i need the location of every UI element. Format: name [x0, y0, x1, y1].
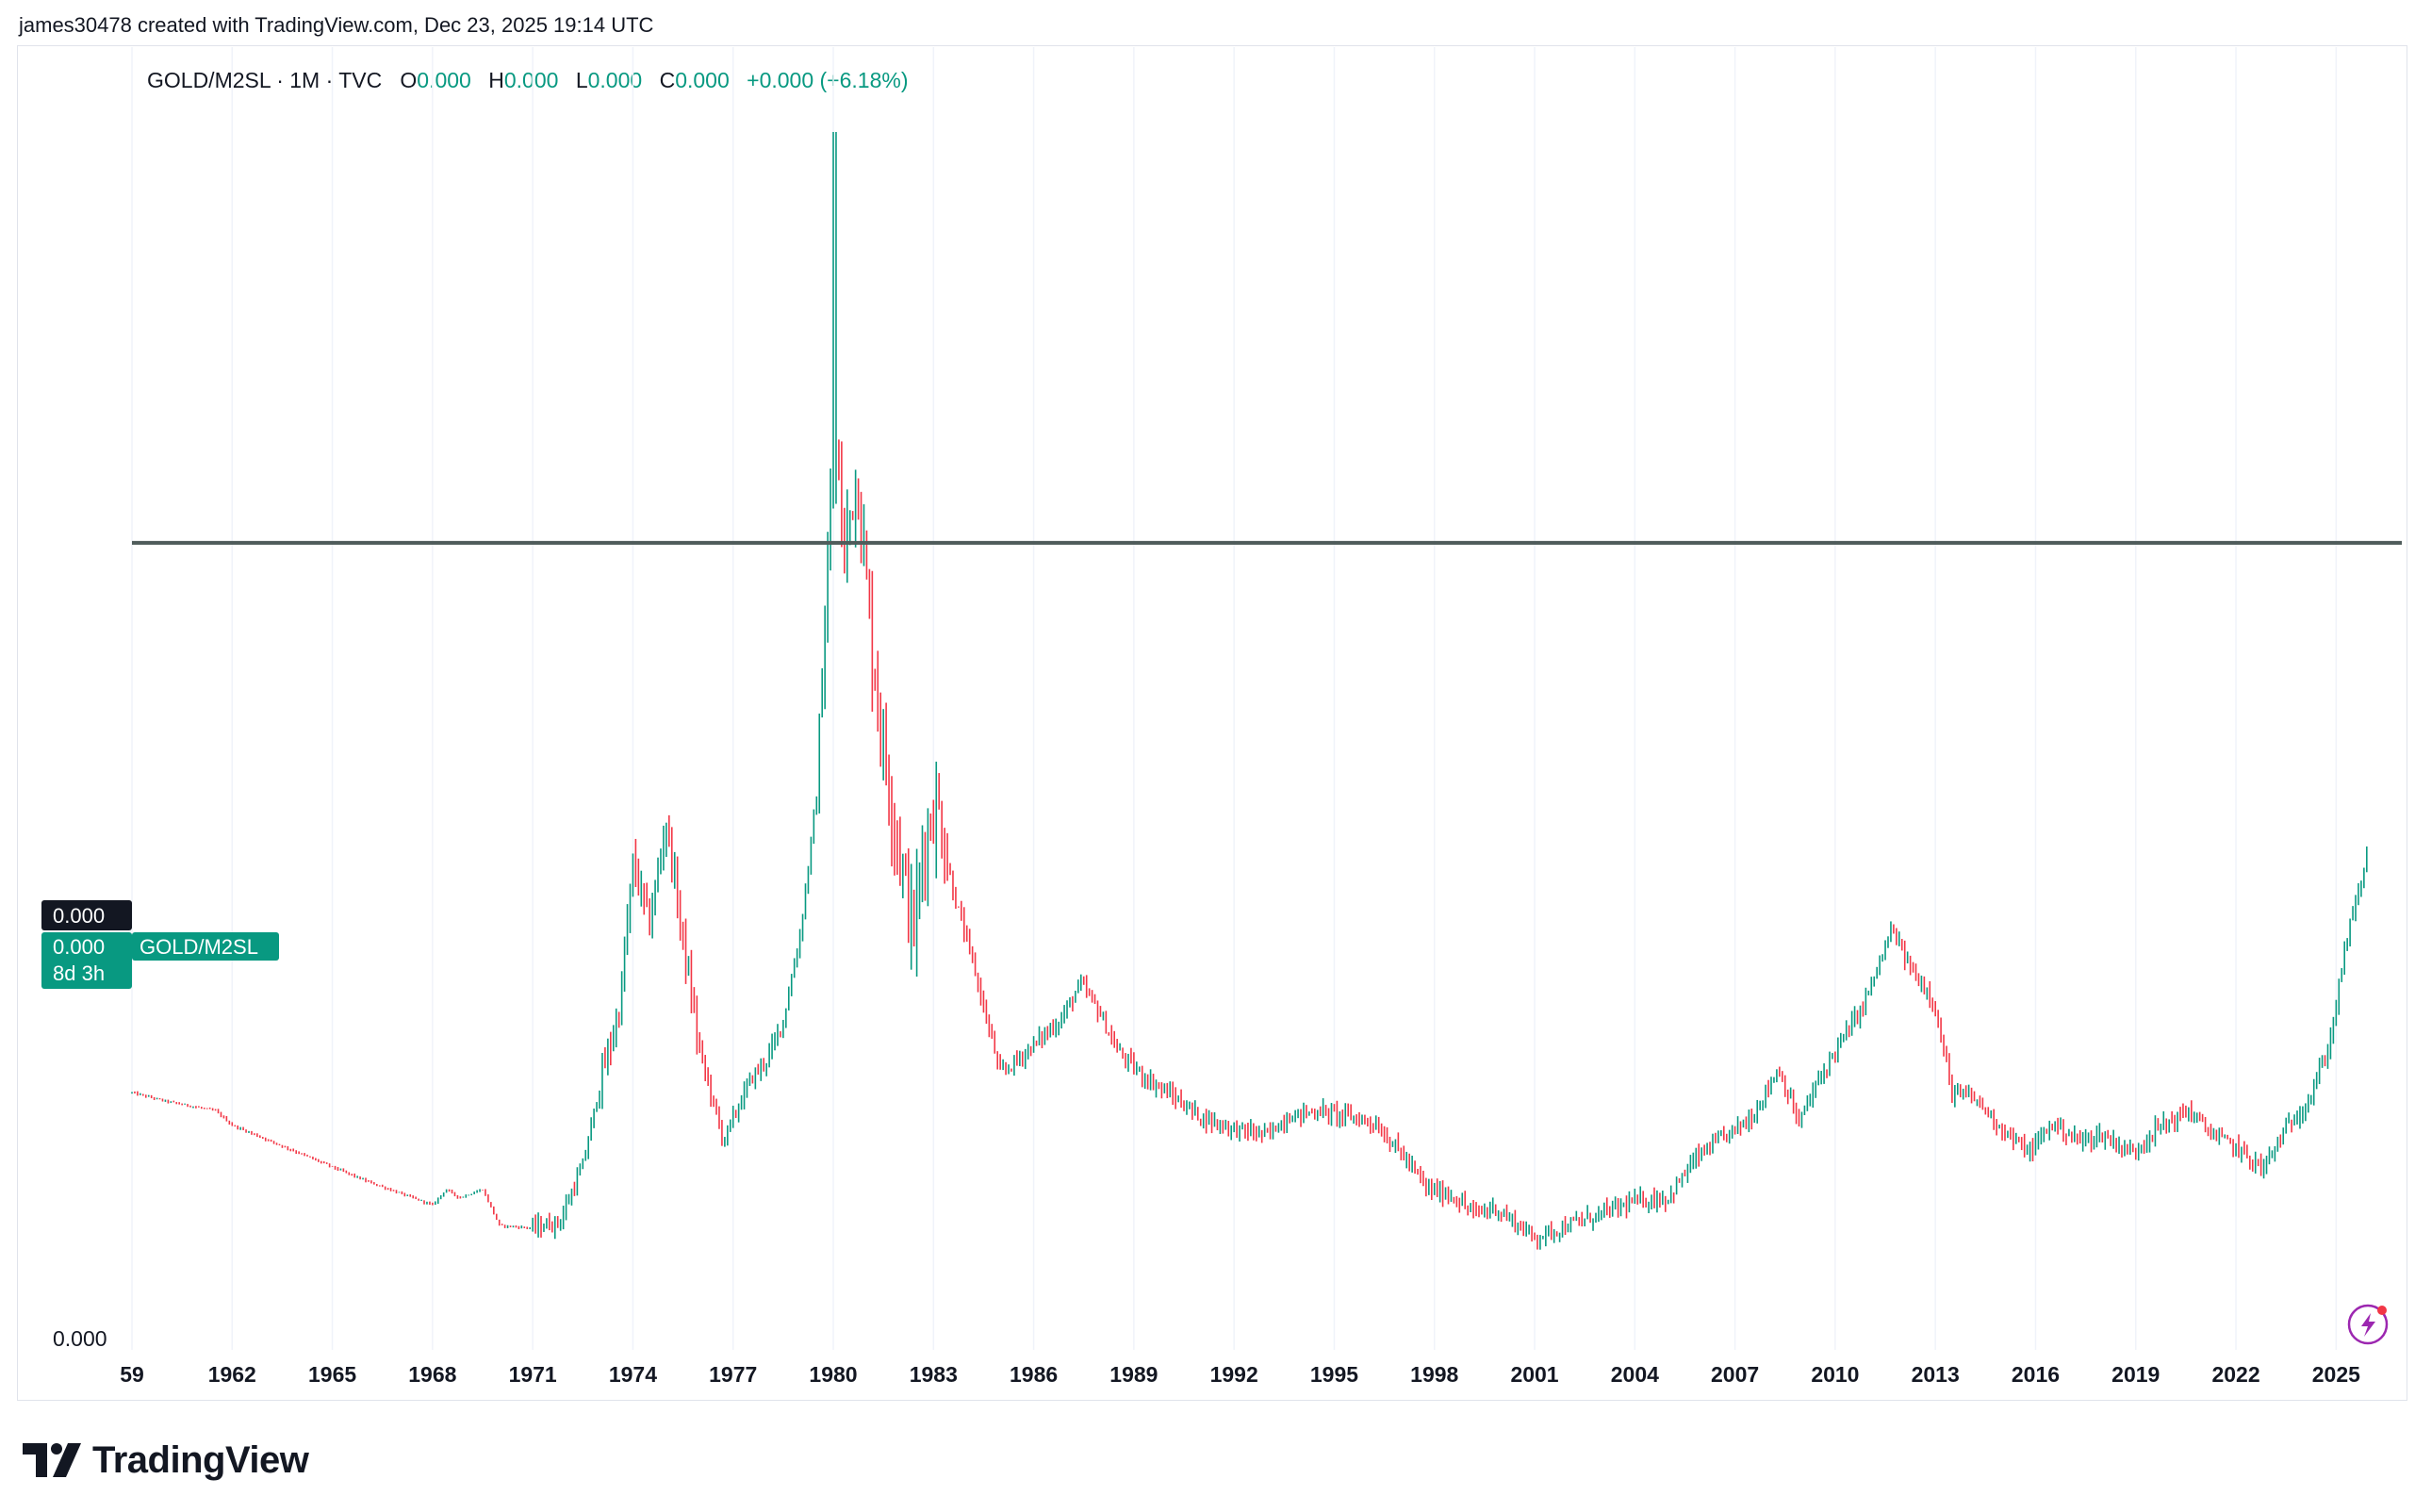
symbol-label[interactable]: GOLD/M2SL · 1M · TVC [147, 68, 383, 92]
candles-layer [131, 132, 2368, 1250]
x-tick-label: 59 [120, 1362, 144, 1387]
x-tick-label: 2019 [2111, 1362, 2160, 1387]
last-price-tag: 0.000 8d 3h [41, 932, 132, 989]
x-tick-label: 1998 [1410, 1362, 1458, 1387]
x-tick-label: 1968 [408, 1362, 456, 1387]
x-tick-label: 1989 [1109, 1362, 1158, 1387]
high-value: 0.000 [503, 68, 559, 92]
x-tick-label: 1986 [1010, 1362, 1058, 1387]
high-label: H [488, 68, 504, 92]
close-label: C [659, 68, 676, 92]
countdown-text: 8d 3h [53, 961, 105, 985]
series-label-tag: GOLD/M2SL [132, 932, 279, 961]
lightning-icon[interactable] [2347, 1304, 2389, 1345]
open-label: O [400, 68, 418, 92]
x-tick-label: 1974 [609, 1362, 657, 1387]
chart-credit: james30478 created with TradingView.com,… [19, 13, 654, 37]
x-tick-label: 2022 [2211, 1362, 2259, 1387]
x-tick-label: 2007 [1711, 1362, 1759, 1387]
x-tick-label: 2010 [1811, 1362, 1859, 1387]
brand-name: TradingView [92, 1438, 309, 1481]
change-value: +0.000 (+6.18%) [747, 68, 909, 92]
y-axis-bottom-label: 0.000 [53, 1326, 107, 1351]
x-tick-label: 1962 [208, 1362, 256, 1387]
x-tick-label: 1995 [1310, 1362, 1358, 1387]
series-legend[interactable]: GOLD/M2SL · 1M · TVC O0.000 H0.000 L0.00… [147, 68, 908, 93]
crosshair-price-text: 0.000 [53, 904, 105, 928]
grid-lines [131, 47, 2338, 1350]
open-value: 0.000 [417, 68, 471, 92]
x-tick-label: 2004 [1611, 1362, 1659, 1387]
x-tick-label: 1983 [910, 1362, 958, 1387]
x-tick-label: 2013 [1912, 1362, 1960, 1387]
x-tick-label: 1980 [809, 1362, 857, 1387]
low-label: L [575, 68, 588, 92]
crosshair-price-tag: 0.000 [41, 900, 132, 930]
chart-frame [17, 45, 2407, 1401]
x-tick-label: 1965 [308, 1362, 356, 1387]
x-tick-label: 2001 [1510, 1362, 1558, 1387]
x-tick-label: 1977 [709, 1362, 757, 1387]
x-tick-label: 2016 [2012, 1362, 2060, 1387]
x-tick-label: 1971 [509, 1362, 557, 1387]
series-label-text: GOLD/M2SL [140, 935, 258, 959]
tradingview-logo-icon [23, 1443, 81, 1477]
x-tick-label: 1992 [1210, 1362, 1258, 1387]
x-axis: 59 1962 1965 1968 1971 1974 1977 1980 1983 1986 19… [120, 1362, 2360, 1387]
close-value: 0.000 [675, 68, 730, 92]
last-price-text: 0.000 [53, 935, 105, 959]
tradingview-logo[interactable]: TradingView [23, 1438, 309, 1482]
x-tick-label: 2025 [2312, 1362, 2360, 1387]
